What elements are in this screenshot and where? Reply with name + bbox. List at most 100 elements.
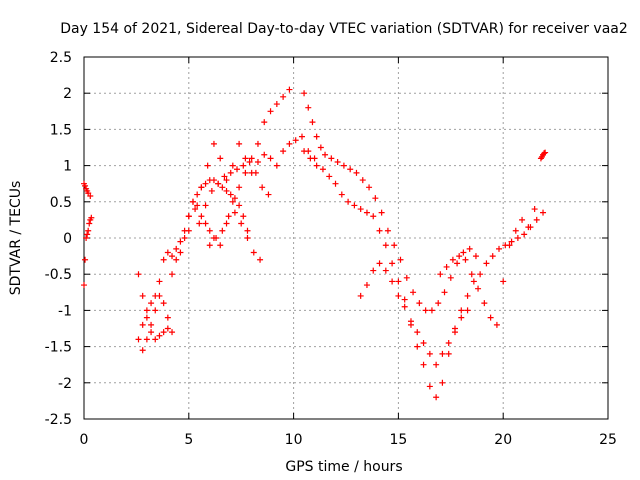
- data-point-marker: [181, 235, 188, 241]
- data-point-marker: [135, 336, 142, 343]
- data-point-marker: [376, 227, 383, 234]
- data-point-marker: [223, 220, 230, 227]
- data-point-marker: [309, 119, 316, 126]
- data-point-marker: [261, 151, 268, 158]
- data-point-marker: [210, 177, 217, 184]
- x-tick-label: 15: [389, 432, 407, 448]
- data-point-marker: [254, 158, 261, 165]
- data-point-marker: [219, 227, 226, 234]
- data-point-marker: [189, 198, 196, 205]
- data-point-marker: [169, 329, 176, 336]
- data-point-marker: [213, 235, 220, 241]
- data-point-marker: [160, 300, 167, 307]
- data-point-marker: [223, 177, 230, 184]
- data-point-marker: [489, 253, 496, 260]
- data-point-marker: [196, 220, 203, 227]
- data-point-marker: [238, 220, 245, 227]
- data-point-marker: [372, 195, 379, 202]
- data-point-marker: [148, 300, 155, 307]
- data-point-marker: [292, 137, 299, 144]
- data-point-marker: [426, 350, 433, 357]
- data-point-marker: [82, 256, 89, 263]
- data-point-marker: [525, 224, 532, 231]
- data-point-marker: [326, 173, 333, 180]
- data-point-marker: [242, 169, 249, 176]
- x-tick-label: 25: [599, 432, 617, 448]
- data-point-marker: [236, 202, 243, 209]
- data-point-marker: [194, 191, 201, 198]
- data-point-marker: [244, 227, 251, 234]
- data-point-marker: [441, 289, 448, 296]
- data-point-marker: [407, 318, 414, 325]
- data-point-marker: [420, 361, 427, 368]
- data-point-marker: [512, 227, 519, 234]
- data-point-marker: [433, 394, 440, 401]
- data-point-marker: [313, 162, 320, 169]
- data-point-marker: [236, 184, 243, 191]
- data-point-marker: [231, 209, 238, 216]
- data-point-marker: [439, 350, 446, 357]
- data-point-marker: [395, 292, 402, 299]
- data-point-marker: [334, 158, 341, 165]
- data-point-marker: [363, 282, 370, 289]
- y-tick-label: 1: [63, 159, 72, 175]
- data-point-marker: [139, 347, 146, 354]
- data-point-marker: [148, 329, 155, 336]
- data-point-marker: [85, 227, 92, 234]
- data-point-marker: [451, 325, 458, 332]
- data-point-marker: [338, 191, 345, 198]
- data-point-marker: [508, 238, 515, 245]
- data-point-marker: [351, 202, 358, 209]
- data-point-marker: [156, 332, 163, 339]
- data-point-marker: [401, 296, 408, 303]
- data-point-marker: [229, 162, 236, 169]
- data-point-marker: [139, 321, 146, 328]
- data-point-marker: [428, 307, 435, 314]
- y-tick-label: -1.5: [45, 340, 72, 356]
- data-point-marker: [464, 307, 471, 314]
- data-point-marker: [169, 253, 176, 260]
- data-point-marker: [305, 104, 312, 111]
- data-point-marker: [403, 274, 410, 281]
- data-point-marker: [466, 245, 473, 252]
- data-point-marker: [173, 256, 180, 263]
- data-point-marker: [88, 214, 95, 221]
- data-point-marker: [202, 202, 209, 209]
- data-point-marker: [244, 235, 251, 241]
- data-point-marker: [286, 86, 293, 93]
- x-tick-label: 20: [494, 432, 512, 448]
- data-point-marker: [487, 314, 494, 321]
- data-point-marker: [357, 292, 364, 299]
- data-point-marker: [540, 209, 547, 216]
- data-point-marker: [229, 198, 236, 205]
- data-point-marker: [496, 245, 503, 252]
- data-point-marker: [267, 155, 274, 162]
- data-point-marker: [280, 93, 287, 100]
- data-point-marker: [208, 187, 215, 194]
- data-point-marker: [353, 169, 360, 176]
- data-point-marker: [192, 206, 199, 213]
- data-point-marker: [273, 162, 280, 169]
- data-point-marker: [389, 260, 396, 267]
- data-point-marker: [164, 325, 171, 332]
- data-point-marker: [456, 253, 463, 260]
- data-point-marker: [198, 213, 205, 220]
- data-point-marker: [240, 213, 247, 220]
- data-point-marker: [410, 289, 417, 296]
- data-point-marker: [460, 249, 467, 256]
- data-point-marker: [458, 307, 465, 314]
- data-point-marker: [468, 271, 475, 278]
- data-point-marker: [384, 227, 391, 234]
- data-point-marker: [242, 155, 249, 162]
- data-point-marker: [481, 300, 488, 307]
- data-point-marker: [357, 206, 364, 213]
- data-point-marker: [204, 162, 211, 169]
- data-point-marker: [370, 213, 377, 220]
- data-point-marker: [319, 166, 326, 173]
- data-point-marker: [445, 350, 452, 357]
- data-point-marker: [340, 162, 347, 169]
- y-tick-label: -2.5: [45, 412, 72, 428]
- data-point-marker: [445, 339, 452, 346]
- axis-ticks: -2.5 -2 -1.5 -1 -0.5 0 0.5 1 1.5 2 2.5 0 5 10 15 20 25: [45, 50, 617, 448]
